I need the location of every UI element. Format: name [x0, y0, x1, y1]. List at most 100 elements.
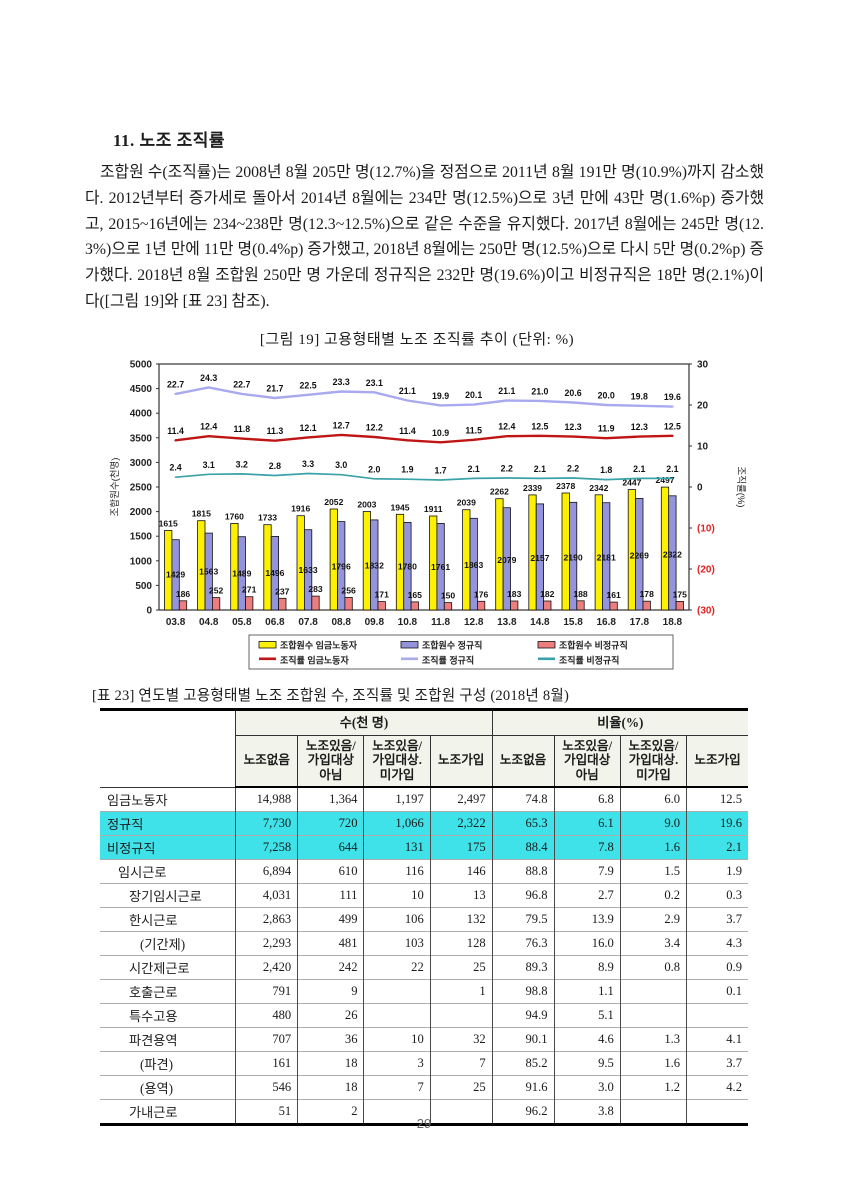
row-label: 시간제근로 — [100, 954, 236, 980]
bar-value-label: 188 — [573, 589, 588, 599]
legend-label: 조직률 임금노동자 — [280, 655, 349, 666]
legend-box — [248, 634, 674, 670]
bar-value-label: 178 — [640, 589, 655, 599]
table-cell: 1,197 — [363, 786, 431, 812]
table-cell — [619, 1002, 687, 1028]
bar — [204, 532, 213, 611]
line-value-label: 22.5 — [300, 380, 317, 390]
bar-value-label: 1633 — [299, 565, 318, 575]
table-cell: 720 — [297, 810, 364, 836]
row-label: 비정규직 — [100, 834, 236, 860]
table-cell: 13.9 — [553, 906, 621, 932]
bar — [602, 502, 611, 611]
bar-value-label: 2039 — [457, 498, 476, 508]
bar — [476, 600, 486, 611]
table-group-header: 비율(%) — [491, 709, 748, 736]
table-cell: 96.2 — [491, 1098, 555, 1125]
table-cell: 7 — [363, 1074, 431, 1100]
table-cell: 3.4 — [619, 930, 687, 956]
bar-value-label: 1945 — [390, 502, 409, 512]
row-label: 장기임시근로 — [100, 882, 236, 908]
table-cell: 1.5 — [619, 858, 687, 884]
bar — [344, 596, 353, 611]
table-cell — [619, 1098, 687, 1125]
bar — [171, 539, 180, 611]
row-label: 정규직 — [100, 810, 236, 836]
table-container: 수(천 명) 비율(%) 노조없음 노조있음/ 가입대상 아님 노조있음/ 가입대상. … — [100, 708, 748, 1126]
left-axis-tick: 3500 — [130, 433, 153, 444]
table-cell: 19.6 — [686, 810, 748, 836]
table-cell — [686, 1098, 748, 1125]
table-cell: 74.8 — [491, 786, 555, 812]
table-cell: 14,988 — [235, 786, 298, 812]
row-label: 임시근로 — [100, 858, 236, 884]
bar-value-label: 283 — [308, 584, 323, 594]
bar — [543, 600, 552, 611]
table-cell: 2.9 — [619, 906, 687, 932]
table-column-header: 노조없음 — [235, 735, 298, 789]
table-cell — [363, 1098, 431, 1125]
table-row: 임금노동자 14,988 1,364 1,197 2,497 74.8 6.8 6.0 12.5 — [100, 786, 748, 812]
bar-value-label: 2322 — [663, 549, 682, 559]
table-cell: 131 — [363, 834, 431, 860]
bar-value-label: 182 — [540, 589, 555, 599]
table-cell: 98.8 — [491, 978, 555, 1004]
bar — [576, 600, 585, 611]
table-cell: 1 — [429, 978, 493, 1004]
line-value-label: 12.2 — [366, 423, 383, 433]
union-rate-chart: 0 500 1000 1500 2000 2500 3000 3500 4000 4500 5000… — [107, 354, 747, 678]
line-value-label: 12.7 — [333, 420, 350, 430]
bar — [178, 600, 188, 611]
table-cell: 22 — [363, 954, 431, 980]
table-row: (파견) 161 18 3 7 85.2 9.5 1.6 3.7 — [100, 1050, 748, 1076]
bar-value-label: 2262 — [490, 487, 509, 497]
table-row: 호출근로 791 9 1 98.8 1.1 0.1 — [100, 978, 748, 1004]
table-cell: 25 — [429, 954, 493, 980]
x-axis-tick: 14.8 — [530, 617, 550, 628]
chart-svg: 0500100015002000250030003500400045005000… — [110, 360, 746, 670]
bar-value-label: 1615 — [159, 519, 178, 529]
table-cell: 111 — [297, 882, 364, 908]
table-cell: 161 — [235, 1050, 298, 1076]
right-axis-tick: 10 — [697, 442, 709, 453]
bar — [642, 600, 651, 611]
row-label: 임금노동자 — [100, 786, 236, 812]
bar-value-label: 1489 — [232, 568, 251, 578]
line-value-label: 3.1 — [203, 460, 215, 470]
table-cell: 481 — [297, 930, 364, 956]
bar-value-label: 252 — [209, 586, 224, 596]
table-cell: 106 — [363, 906, 431, 932]
legend-label: 조합원수 비정규직 — [559, 640, 628, 651]
table-cell: 3.7 — [686, 1050, 748, 1076]
line-value-label: 11.5 — [465, 425, 482, 435]
x-axis-tick: 10.8 — [398, 617, 418, 628]
legend-label: 조합원수 임금노동자 — [280, 640, 358, 651]
line-value-label: 21.0 — [531, 386, 548, 396]
table-row: 정규직 7,730 720 1,066 2,322 65.3 6.1 9.0 19.6 — [100, 810, 748, 836]
x-axis-tick: 05.8 — [232, 617, 252, 628]
line-value-label: 11.3 — [267, 426, 284, 436]
table-cell: 3 — [363, 1050, 431, 1076]
left-axis-tick: 1500 — [130, 532, 153, 543]
line-value-label: 12.3 — [631, 422, 648, 432]
table-cell: 7 — [429, 1050, 493, 1076]
bar-value-label: 2003 — [357, 500, 376, 510]
row-label: 한시근로 — [100, 906, 236, 932]
bar-value-label: 2269 — [630, 551, 649, 561]
line-value-label: 2.0 — [368, 464, 380, 474]
body-paragraph: 조합원 수(조직률)는 2008년 8월 205만 명(12.7%)을 정점으로… — [85, 164, 764, 310]
table-cell: 128 — [429, 930, 493, 956]
bar-value-label: 165 — [408, 590, 423, 600]
table-cell: 242 — [297, 954, 364, 980]
bar — [410, 601, 419, 611]
left-axis-title: 조합원수(천명) — [110, 458, 121, 517]
bar-value-label: 2497 — [655, 475, 674, 485]
x-axis-tick: 03.8 — [166, 617, 186, 628]
table-cell: 707 — [235, 1026, 298, 1052]
bar — [337, 521, 346, 611]
table-cell: 4.6 — [553, 1026, 621, 1052]
line-value-label: 24.3 — [200, 373, 217, 383]
table-cell: 0.9 — [686, 954, 748, 980]
row-label: 호출근로 — [100, 978, 236, 1004]
table-cell: 9 — [297, 978, 364, 1004]
